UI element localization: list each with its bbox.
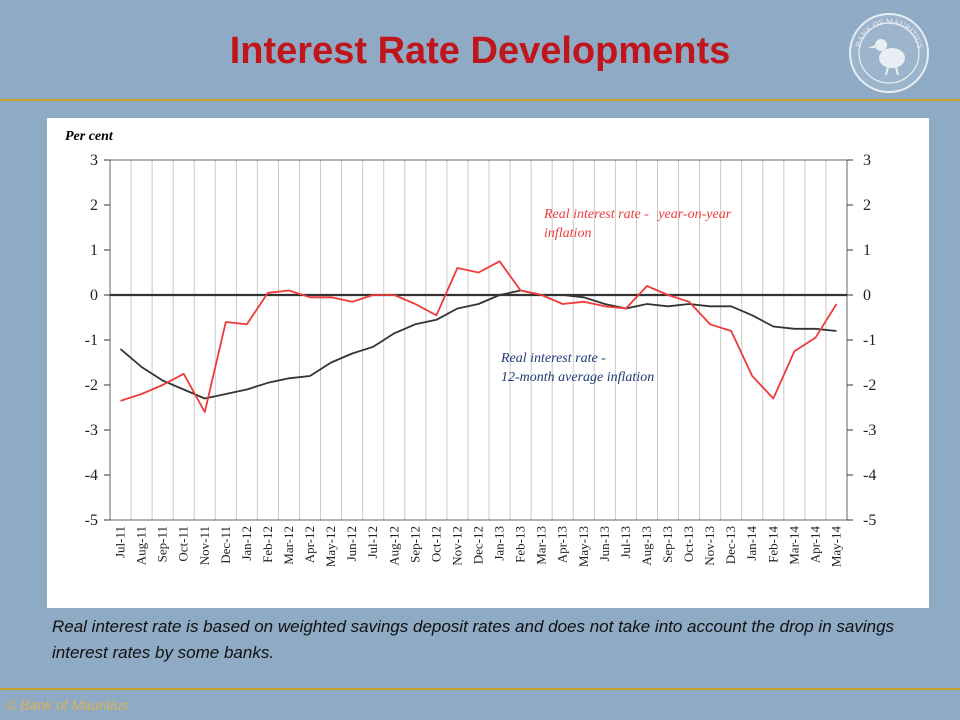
footer-copyright: © Bank of Mauritius [6,697,129,713]
x-tick-label: Nov-11 [197,526,212,565]
y-axis-unit-label: Per cent [65,129,114,144]
chart-caption: Real interest rate is based on weighted … [52,617,895,662]
y-tick-label-right: 0 [863,287,871,304]
y-tick-label-left: -2 [85,377,98,394]
x-tick-label: Jul-11 [113,526,128,558]
x-tick-label: Mar-14 [786,526,801,565]
avg-annotation-line2: 12-month average inflation [501,370,654,385]
y-tick-label-right: 2 [863,197,871,214]
x-tick-label: Jan-12 [239,526,254,561]
x-tick-label: Oct-13 [681,526,696,562]
y-tick-label-left: -1 [85,332,98,349]
y-tick-label-right: -3 [863,422,876,439]
x-tick-label: Aug-13 [639,526,654,566]
x-tick-label: Nov-13 [702,526,717,566]
yoy-series-annotation: Real interest rate - year-on-year [543,207,732,222]
x-tick-label: Aug-12 [386,526,401,566]
x-tick-label: Jun-12 [344,526,359,561]
y-tick-label-left: -3 [85,422,98,439]
x-tick-label: Dec-11 [218,526,233,564]
chart-grid [109,159,848,521]
x-tick-label: Apr-13 [555,526,570,563]
y-tick-label-right: -2 [863,377,876,394]
x-tick-label: Oct-12 [428,526,443,562]
avg-inflation-series-line [119,289,837,400]
x-tick-label: Mar-13 [534,526,549,565]
y-tick-label-right: -5 [863,512,876,529]
x-tick-label: Sep-11 [155,526,170,562]
x-tick-label: Feb-12 [260,526,275,563]
x-tick-label: Jun-13 [597,526,612,561]
dodo-bird-icon [868,39,905,76]
y-tick-label-left: -4 [85,467,98,484]
y-tick-label-left: 2 [90,197,98,214]
x-tick-label: Jan-13 [492,526,507,561]
yoy-annotation-prefix: Real interest rate - [543,207,652,222]
x-axis: Jul-11 Aug-11 Sep-11 Oct-11 Nov-11 Dec-11 Jan-… [113,526,844,568]
x-tick-label: Jul-12 [365,526,380,559]
x-tick-label: May-14 [828,526,843,568]
plot-frame [109,159,848,521]
x-tick-label: Oct-11 [176,526,191,562]
yoy-annotation-line2: inflation [544,226,591,241]
y-tick-label-left: 1 [90,242,98,259]
y-axis-right: 3 2 1 0 -1 -2 -3 -4 -5 [847,152,876,529]
y-tick-label-right: -4 [863,467,876,484]
x-tick-label: Nov-12 [449,526,464,566]
avg-annotation-line1: Real interest rate - [500,351,606,366]
x-tick-label: Apr-12 [302,526,317,563]
y-axis-left: 3 2 1 0 -1 -2 -3 -4 -5 [85,152,110,529]
x-tick-label: May-13 [576,526,591,567]
x-tick-label: Sep-12 [407,526,422,563]
yoy-annotation-suffix: year-on-year [656,207,731,222]
x-tick-label: Apr-14 [807,526,822,564]
x-tick-label: Feb-13 [513,526,528,563]
y-tick-label-right: -1 [863,332,876,349]
page-title: Interest Rate Developments [229,30,731,72]
y-tick-label-right: 3 [863,152,871,169]
interest-rate-chart: Per cent 3 2 1 0 -1 -2 -3 -4 -5 3 2 1 0 -1 -2 -3 -4 -5 J… [65,129,876,568]
yoy-inflation-series-line [120,260,838,413]
x-tick-label: Dec-12 [471,526,486,564]
y-tick-label-left: 3 [90,152,98,169]
y-tick-label-right: 1 [863,242,871,259]
y-tick-label-left: -5 [85,512,98,529]
x-tick-label: Mar-12 [281,526,296,565]
x-tick-label: Sep-13 [660,526,675,563]
chart-panel: Per cent 3 2 1 0 -1 -2 -3 -4 -5 3 2 1 0 -1 -2 -3 -4 -5 J… [47,118,929,608]
y-tick-label-left: 0 [90,287,98,304]
bank-seal-logo: BANK OF MAURITIUS [849,13,929,93]
x-tick-label: May-12 [323,526,338,567]
header-divider [0,99,960,101]
series-lines [119,260,838,413]
x-tick-label: Dec-13 [723,526,738,564]
footer-divider [0,688,960,690]
x-tick-label: Aug-11 [134,526,149,565]
x-tick-label: Jul-13 [618,526,633,559]
x-tick-label: Feb-14 [765,526,780,563]
x-tick-label: Jan-14 [744,526,759,561]
